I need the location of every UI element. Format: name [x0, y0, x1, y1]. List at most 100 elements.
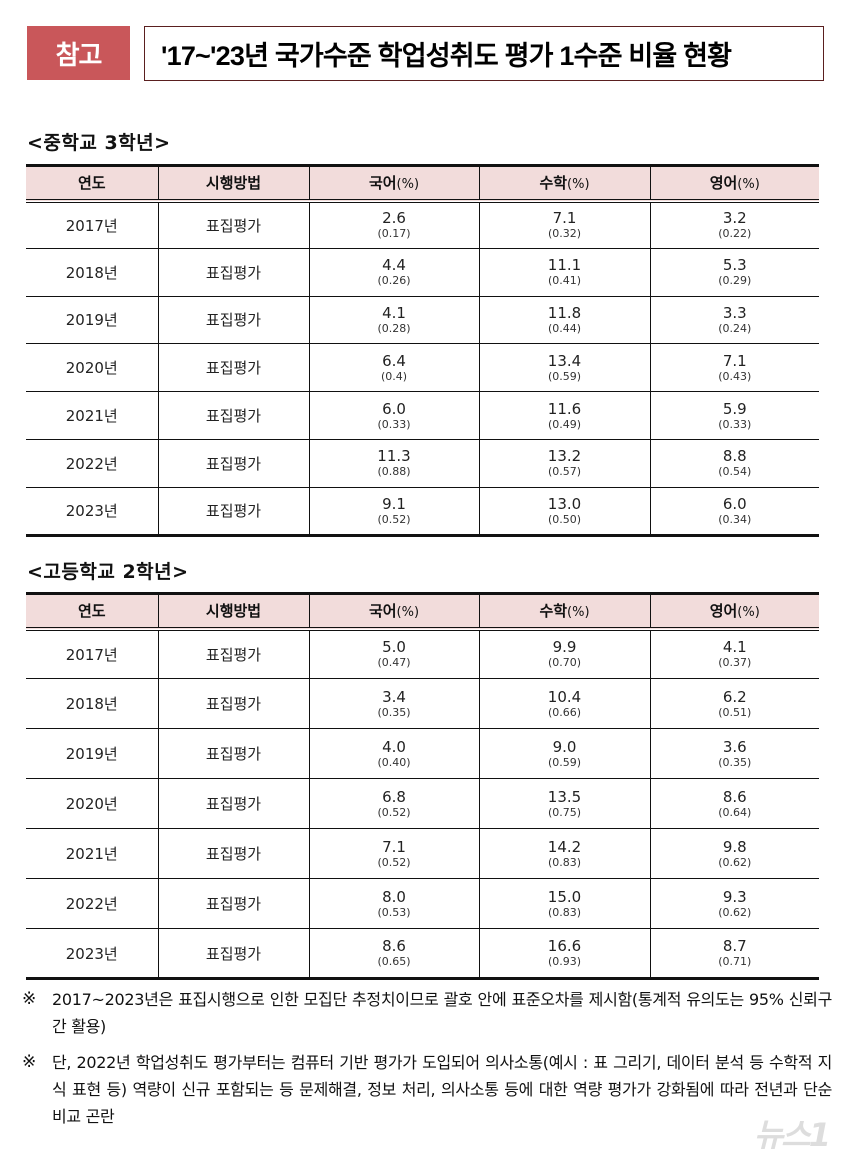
table-row: 2018년 표집평가 3.4 (0.35) 10.4 (0.66) 6.2 (0.51) [26, 678, 819, 729]
middle-school-table: 연도 시행방법 국어(%) 수학(%) 영어(%) 2017년 표집평가 2.6 (0… [26, 164, 819, 537]
cell-math: 9.0 (0.59) [478, 728, 650, 779]
cell-english: 3.2 (0.22) [649, 200, 819, 249]
cell-year: 2020년 [26, 343, 158, 392]
table-row: 2022년 표집평가 11.3 (0.88) 13.2 (0.57) 8.8 (0.54) [26, 438, 819, 488]
table-row: 2023년 표집평가 9.1 (0.52) 13.0 (0.50) 6.0 (0.34) [26, 486, 819, 537]
english-value: 3.6 [722, 737, 747, 756]
english-standard-error: (0.62) [718, 905, 752, 919]
korean-value: 8.6 [382, 937, 406, 955]
cell-math: 9.9 (0.70) [478, 628, 650, 679]
english-value: 9.3 [722, 887, 747, 906]
reference-badge: 참고 [27, 26, 130, 80]
korean-value: 6.8 [382, 787, 406, 806]
cell-math: 11.8 (0.44) [478, 295, 650, 344]
cell-english: 9.8 (0.62) [649, 828, 819, 879]
math-value: 11.6 [547, 399, 582, 418]
math-standard-error: (0.59) [547, 755, 582, 769]
table-row: 2018년 표집평가 4.4 (0.26) 11.1 (0.41) 5.3 (0.29) [26, 247, 819, 297]
cell-korean: 4.0 (0.40) [308, 728, 479, 779]
cell-method: 표집평가 [157, 391, 309, 440]
unit-label: (%) [737, 177, 760, 193]
cell-method: 표집평가 [157, 778, 309, 829]
footnote-text: 2017~2023년은 표집시행으로 인한 모집단 추정치이므로 괄호 안에 표… [52, 990, 832, 1036]
cell-year: 2018년 [26, 247, 158, 297]
cell-year: 2022년 [26, 438, 158, 488]
cell-year: 2017년 [26, 200, 158, 249]
cell-method: 표집평가 [157, 728, 309, 779]
high-school-table: 연도 시행방법 국어(%) 수학(%) 영어(%) 2017년 표집평가 5.0 (0… [26, 592, 819, 980]
unit-label: (%) [737, 605, 760, 621]
english-value: 3.2 [722, 209, 747, 228]
table-row: 2023년 표집평가 8.6 (0.65) 16.6 (0.93) 8.7 (0.71) [26, 928, 819, 980]
korean-standard-error: (0.52) [377, 805, 411, 819]
cell-english: 5.3 (0.29) [649, 247, 819, 297]
english-value: 9.8 [722, 837, 747, 856]
page-title: '17~'23년 국가수준 학업성취도 평가 1수준 비율 현황 [144, 26, 824, 81]
cell-math: 13.2 (0.57) [478, 438, 650, 488]
korean-standard-error: (0.35) [377, 705, 411, 719]
math-value: 13.4 [547, 351, 582, 370]
header-math: 수학(%) [478, 592, 650, 631]
cell-math: 15.0 (0.83) [478, 878, 650, 929]
header-method: 시행방법 [157, 164, 309, 203]
english-value: 6.2 [722, 687, 747, 706]
cell-korean: 4.1 (0.28) [308, 295, 479, 344]
header-korean: 국어(%) [308, 164, 479, 203]
header-year-label: 연도 [77, 602, 106, 621]
table-row: 2017년 표집평가 2.6 (0.17) 7.1 (0.32) 3.2 (0.22) [26, 200, 819, 249]
cell-math: 13.4 (0.59) [478, 343, 650, 392]
cell-english: 8.7 (0.71) [649, 928, 819, 980]
korean-value: 3.4 [382, 687, 406, 706]
math-value: 7.1 [552, 209, 577, 228]
cell-korean: 6.8 (0.52) [308, 778, 479, 829]
math-value: 11.1 [547, 256, 582, 275]
table-row: 2020년 표집평가 6.8 (0.52) 13.5 (0.75) 8.6 (0.64) [26, 778, 819, 829]
korean-value: 8.0 [382, 887, 406, 906]
cell-korean: 3.4 (0.35) [308, 678, 479, 729]
table-header-row: 연도 시행방법 국어(%) 수학(%) 영어(%) [26, 592, 819, 631]
cell-method: 표집평가 [157, 200, 309, 249]
english-standard-error: (0.34) [718, 512, 752, 526]
table-row: 2019년 표집평가 4.1 (0.28) 11.8 (0.44) 3.3 (0.24) [26, 295, 819, 344]
header-year: 연도 [26, 592, 158, 631]
table-row: 2017년 표집평가 5.0 (0.47) 9.9 (0.70) 4.1 (0.37) [26, 628, 819, 679]
english-standard-error: (0.24) [718, 321, 752, 335]
math-standard-error: (0.93) [547, 955, 582, 968]
header-korean-label: 국어 [368, 174, 397, 193]
english-standard-error: (0.33) [718, 417, 752, 431]
korean-standard-error: (0.65) [377, 955, 411, 968]
cell-method: 표집평가 [157, 928, 309, 980]
korean-standard-error: (0.26) [377, 274, 411, 288]
table-row: 2019년 표집평가 4.0 (0.40) 9.0 (0.59) 3.6 (0.35) [26, 728, 819, 779]
table-row: 2021년 표집평가 6.0 (0.33) 11.6 (0.49) 5.9 (0.33) [26, 391, 819, 440]
header-year: 연도 [26, 164, 158, 203]
cell-method: 표집평가 [157, 343, 309, 392]
english-value: 6.0 [722, 494, 747, 513]
header-method-label: 시행방법 [205, 602, 262, 621]
english-value: 8.8 [722, 447, 747, 466]
korean-standard-error: (0.88) [377, 465, 411, 479]
math-value: 9.0 [552, 737, 577, 756]
header-math-label: 수학 [539, 174, 568, 193]
cell-method: 표집평가 [157, 628, 309, 679]
cell-math: 13.0 (0.50) [478, 486, 650, 537]
cell-korean: 6.4 (0.4) [308, 343, 479, 392]
math-value: 9.9 [552, 638, 577, 657]
korean-value: 2.6 [382, 209, 406, 228]
korean-standard-error: (0.40) [377, 755, 411, 769]
english-standard-error: (0.35) [718, 755, 752, 769]
high-school-section-title: <고등학교 2학년> [27, 561, 189, 583]
cell-year: 2017년 [26, 628, 158, 679]
korean-value: 4.4 [382, 256, 406, 275]
cell-method: 표집평가 [157, 438, 309, 488]
math-standard-error: (0.57) [547, 465, 582, 479]
english-standard-error: (0.71) [718, 955, 752, 968]
cell-year: 2021년 [26, 828, 158, 879]
cell-year: 2020년 [26, 778, 158, 829]
unit-label: (%) [567, 605, 590, 621]
middle-school-section-title: <중학교 3학년> [27, 132, 171, 154]
korean-value: 7.1 [382, 837, 406, 856]
cell-korean: 8.0 (0.53) [308, 878, 479, 929]
korean-value: 5.0 [382, 638, 406, 657]
